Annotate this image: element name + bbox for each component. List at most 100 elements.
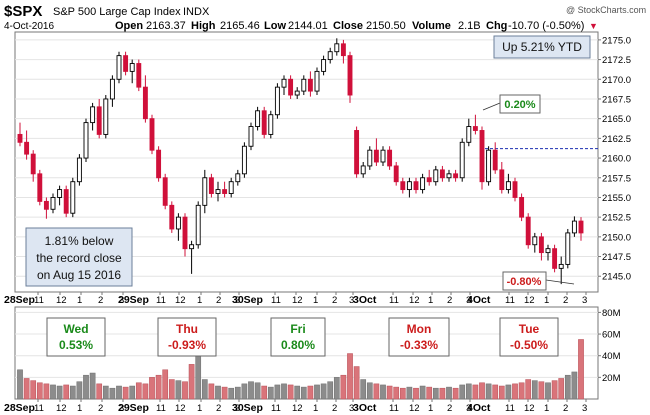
candle-body: [347, 55, 353, 96]
candle-body: [466, 126, 472, 143]
volume-time-label: 2: [447, 403, 452, 414]
daily-change-boxes: Wed 0.53% Thu -0.93% Fri 0.80% Mon -0.33…: [46, 317, 559, 357]
volume-bar: [360, 379, 367, 400]
candle-body: [83, 122, 89, 159]
day-box-fri: Fri 0.80%: [270, 317, 326, 357]
candle-body: [162, 177, 168, 206]
candle-body: [486, 149, 492, 183]
volume-time-label: 2: [216, 403, 221, 414]
price-time-label: 11: [34, 295, 44, 306]
candle-body: [525, 216, 531, 246]
volume-bar: [366, 382, 373, 400]
volume-bar: [241, 383, 248, 400]
volume-bar: [465, 383, 472, 400]
record-annotation: 1.81% below the record close on Aug 15 2…: [25, 227, 133, 287]
candle-body: [255, 110, 261, 127]
volume-time-label: 1: [428, 403, 433, 414]
volume-bar: [479, 382, 485, 400]
candle-body: [327, 51, 333, 61]
candle-body: [156, 149, 162, 179]
volume-bar: [485, 383, 492, 400]
record-line-2: the record close: [36, 251, 122, 265]
volume-bar: [327, 381, 334, 400]
volume-bar: [518, 382, 525, 400]
price-time-label: 2: [98, 295, 103, 306]
volume-time-label: 11: [505, 403, 515, 414]
volume-bar: [248, 381, 254, 400]
day-box-fri-day: Fri: [290, 322, 305, 336]
volume-bar: [261, 385, 268, 400]
price-time-label: 3: [119, 295, 124, 306]
open-label: Open: [115, 20, 143, 32]
volume-bar: [413, 387, 419, 400]
candle-body: [43, 200, 49, 210]
price-time-label: 1: [428, 295, 433, 306]
volume-bar: [50, 384, 56, 400]
candle-body: [565, 232, 571, 265]
ticker-symbol: $SPX: [4, 3, 42, 20]
candle-body: [492, 149, 498, 171]
volume-bar: [373, 383, 380, 400]
price-time-label: 3: [582, 295, 587, 306]
candle-body: [63, 189, 69, 214]
volume-bar: [353, 366, 360, 400]
volume-bar: [96, 383, 103, 400]
volume-bar: [294, 385, 301, 400]
volume-time-label: 11: [156, 403, 166, 414]
change-value: -10.70 (-0.50%): [508, 20, 584, 32]
price-time-label: 28Sep: [4, 294, 35, 306]
volume-bar: [116, 385, 122, 400]
volume-bar: [505, 384, 512, 400]
day-box-fri-frame: [270, 317, 326, 357]
volume-bar: [452, 387, 459, 400]
volume-time-label: 4Oct: [467, 402, 491, 414]
volume-bar: [208, 383, 215, 400]
price-time-label: 29Sep: [118, 294, 149, 306]
price-time-label: 3Oct: [353, 294, 377, 306]
high-note-box: [499, 94, 541, 114]
volume-bar: [347, 353, 353, 400]
volume-bar: [307, 385, 314, 400]
candle-body: [294, 90, 300, 96]
volume-bar: [545, 382, 551, 400]
volume-time-label: 12: [56, 403, 67, 414]
ytd-annotation: Up 5.21% YTD: [493, 35, 591, 59]
volume-bar: [162, 369, 169, 400]
candle-body: [149, 118, 155, 151]
low-value: 2144.01: [288, 20, 328, 32]
candle-body: [175, 216, 181, 230]
price-tick-label: 2157.5: [602, 173, 631, 184]
price-time-label: 11: [505, 295, 515, 306]
candle-body: [413, 181, 419, 191]
volume-bar: [512, 383, 518, 400]
volume-bar: [135, 382, 142, 400]
candle-body: [222, 189, 228, 194]
ytd-box: [493, 35, 591, 59]
candle-body: [17, 133, 23, 143]
candle-body: [123, 55, 129, 72]
day-box-mon-frame: [388, 317, 450, 357]
candle-body: [479, 130, 485, 183]
price-time-label: 2: [332, 295, 337, 306]
volume-tick-label: 40M: [602, 351, 621, 362]
volume-bar: [498, 385, 505, 400]
price-tick-label: 2152.5: [602, 213, 631, 224]
day-box-wed-frame: [46, 317, 106, 357]
day-box-wed: Wed 0.53%: [46, 317, 106, 357]
candle-body: [558, 263, 564, 269]
price-time-label: 11: [271, 295, 281, 306]
chart-header: $SPX S&P 500 Large Cap Index INDX 4-Oct-…: [4, 3, 646, 32]
volume-bar: [76, 381, 83, 400]
candle-body: [538, 236, 544, 254]
volume-bar: [201, 379, 208, 400]
price-tick-label: 2150.0: [602, 232, 631, 243]
candle-body: [373, 149, 379, 163]
close-value: 2150.50: [366, 20, 406, 32]
volume-bar: [320, 383, 327, 400]
volume-bar: [386, 385, 393, 400]
day-box-thu: Thu -0.93%: [157, 317, 217, 357]
candle-body: [142, 86, 148, 120]
candle-body: [314, 70, 320, 92]
day-box-mon-pct: -0.33%: [400, 338, 438, 352]
volume-bar: [69, 385, 76, 400]
